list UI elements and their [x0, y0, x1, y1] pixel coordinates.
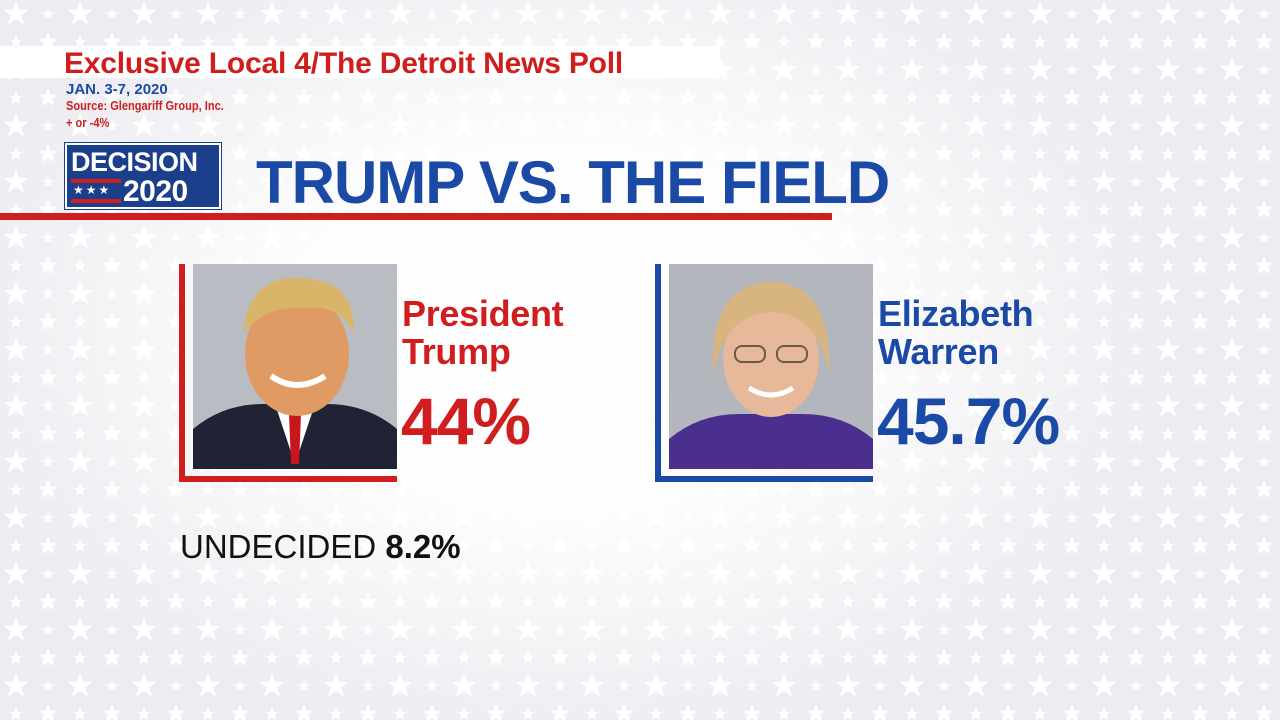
- logo-stripe: [71, 199, 121, 203]
- poll-margin-of-error: + or -4%: [66, 115, 110, 130]
- logo-decision-text: DECISION: [71, 147, 198, 177]
- candidate-name-line1: President: [402, 293, 564, 334]
- candidate-name-line1: Elizabeth: [878, 293, 1034, 334]
- undecided-value: 8.2%: [385, 528, 461, 565]
- candidate-name-line2: Trump: [402, 331, 511, 372]
- candidate-name-warren: Elizabeth Warren: [878, 293, 1034, 372]
- candidate-photo-warren: [669, 264, 873, 469]
- decision-2020-logo: DECISION ★★★ 2020: [65, 143, 221, 209]
- portrait-warren-icon: [669, 264, 873, 469]
- headline-rule: [0, 213, 832, 220]
- logo-stars-icon: ★★★: [73, 183, 112, 197]
- poll-source: Source: Glengariff Group, Inc.: [66, 98, 224, 113]
- poll-date: JAN. 3-7, 2020: [66, 81, 168, 98]
- portrait-trump-icon: [193, 264, 397, 469]
- candidate-name-trump: President Trump: [402, 293, 564, 372]
- candidate-name-line2: Warren: [878, 331, 999, 372]
- headline: TRUMP VS. THE FIELD: [256, 149, 890, 216]
- candidate-photo-frame-warren: [655, 264, 873, 482]
- logo-year-text: 2020: [123, 175, 188, 208]
- logo-stripe: [71, 179, 121, 183]
- candidate-photo-trump: [193, 264, 397, 469]
- candidate-percent-trump: 44%: [401, 384, 531, 458]
- undecided-label: UNDECIDED: [180, 528, 377, 565]
- undecided-line: UNDECIDED 8.2%: [180, 528, 461, 566]
- poll-title: Exclusive Local 4/The Detroit News Poll: [64, 47, 624, 80]
- header-bar: [0, 46, 720, 78]
- candidate-percent-warren: 45.7%: [877, 384, 1060, 458]
- candidate-photo-frame-trump: [179, 264, 397, 482]
